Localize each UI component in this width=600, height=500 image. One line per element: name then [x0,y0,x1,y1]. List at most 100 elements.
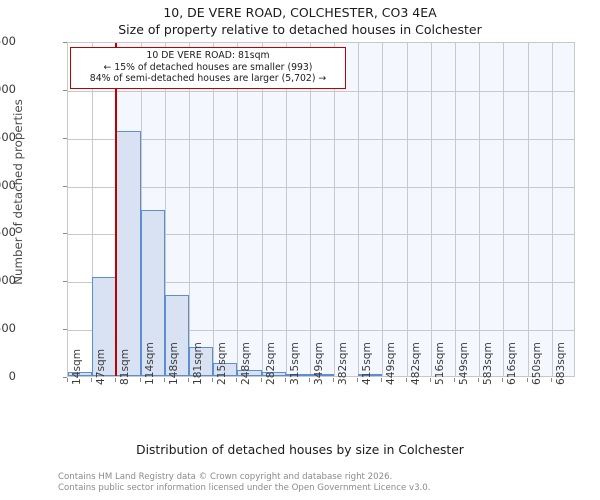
histogram-bar [188,347,214,376]
x-axis-tick-label: 248sqm [240,342,253,385]
x-axis-tick-mark [115,378,117,382]
footer-line-2: Contains public sector information licen… [58,482,431,493]
x-axis-tick-label: 482sqm [409,342,422,385]
histogram-bar [164,295,189,376]
footer-line-1: Contains HM Land Registry data © Crown c… [58,472,393,482]
gridline-vertical [237,43,239,376]
gridline-vertical [503,43,505,376]
gridline-vertical [164,43,166,376]
histogram-bar [261,371,286,376]
gridline-vertical [406,43,408,376]
annotation-line-1: 10 DE VERE ROAD: 81sqm [146,50,270,61]
gridline-horizontal [68,282,574,284]
x-axis-tick-label: 181sqm [191,342,204,385]
gridline-vertical [285,43,287,376]
gridline-vertical [261,43,263,376]
x-axis-tick-label: 349sqm [312,342,325,385]
y-axis-title: Number of detached properties [11,99,25,285]
histogram-bars [68,43,574,376]
y-axis-tick-mark [63,137,67,139]
page-title: 10, DE VERE ROAD, COLCHESTER, CO3 4EA [163,5,437,20]
gridline-vertical [213,43,215,376]
histogram-bar [213,362,238,376]
x-axis-tick-mark [139,378,141,382]
x-axis-tick-label: 81sqm [119,348,132,385]
gridline-vertical [455,43,457,376]
x-axis-title: Distribution of detached houses by size … [136,443,464,457]
gridline-vertical [479,43,481,376]
x-axis-tick-mark [526,378,528,382]
x-axis-tick-label: 148sqm [167,342,180,385]
x-axis-tick-label: 616sqm [506,342,519,385]
x-axis-tick-label: 516sqm [433,342,446,385]
property-marker-line [115,43,118,376]
y-axis-tick-mark [63,42,67,43]
gridline-vertical [358,43,360,376]
x-axis-tick-mark [429,378,431,382]
y-axis-tick-mark [63,185,67,187]
gridline-vertical [309,43,311,376]
x-axis-tick-mark [91,378,93,382]
x-axis-tick-label: 114sqm [143,342,156,385]
x-axis-tick-mark [236,378,238,382]
x-axis-tick-label: 449sqm [385,342,398,385]
histogram-bar [358,373,383,376]
x-axis-tick-label: 683sqm [554,342,567,385]
annotation-box: 10 DE VERE ROAD: 81sqm ← 15% of detached… [70,47,346,89]
histogram-bar [285,374,310,376]
x-axis-tick-label: 282sqm [264,342,277,385]
histogram-bar [116,130,141,376]
gridline-vertical [527,43,529,376]
x-axis-tick-mark [405,378,407,382]
x-axis-tick-mark [502,378,504,382]
x-axis-tick-label: 315sqm [288,342,301,385]
annotation-line-3: 84% of semi-detached houses are larger (… [89,73,327,85]
chart-title-block: 10, DE VERE ROAD, COLCHESTER, CO3 4EA Si… [0,4,600,38]
x-axis-tick-mark [454,378,456,382]
footer-attribution: Contains HM Land Registry data © Crown c… [58,472,598,493]
y-axis-tick-mark [63,329,67,331]
x-axis-tick-mark [357,378,359,382]
x-axis-tick-label: 650sqm [530,342,543,385]
gridline-horizontal [68,234,574,236]
y-axis-tick-mark [63,281,67,283]
x-axis-tick-label: 415sqm [361,342,374,385]
x-axis-tick-label: 215sqm [216,342,229,385]
x-axis-tick-mark [478,378,480,382]
x-axis-tick-label: 549sqm [458,342,471,385]
chart-subtitle: Size of property relative to detached ho… [118,22,482,37]
x-axis-tick-label: 47sqm [95,348,108,385]
y-axis-tick-mark [63,89,67,91]
y-axis-tick-mark [63,233,67,235]
y-axis-tick-mark [63,377,67,378]
histogram-bar [92,277,117,376]
x-axis-tick-mark [550,378,552,382]
x-axis-tick-label: 382sqm [337,342,350,385]
gridline-vertical [382,43,384,376]
histogram-bar [237,370,262,376]
gridline-vertical [334,43,336,376]
x-axis-tick-mark [187,378,189,382]
gridline-vertical [430,43,432,376]
gridline-horizontal [68,186,574,188]
x-axis-tick-mark [308,378,310,382]
gridline-vertical [551,43,553,376]
x-axis-tick-label: 14sqm [71,348,83,385]
x-axis-tick-mark [67,378,68,382]
annotation-line-2: ← 15% of detached houses are smaller (99… [103,61,313,73]
gridline-horizontal [68,90,574,92]
x-axis-tick-mark [163,378,165,382]
gridline-vertical [92,43,94,376]
x-axis-tick-label: 583sqm [482,342,495,385]
x-axis-tick-mark [212,378,214,382]
x-axis-tick-mark [284,378,286,382]
x-axis-tick-mark [260,378,262,382]
gridline-vertical [188,43,190,376]
x-axis-tick-mark [381,378,383,382]
histogram-bar [309,374,335,376]
histogram-bar [68,371,93,376]
x-axis-tick-mark [333,378,335,382]
histogram-bar [140,209,165,376]
gridline-horizontal [68,138,574,140]
